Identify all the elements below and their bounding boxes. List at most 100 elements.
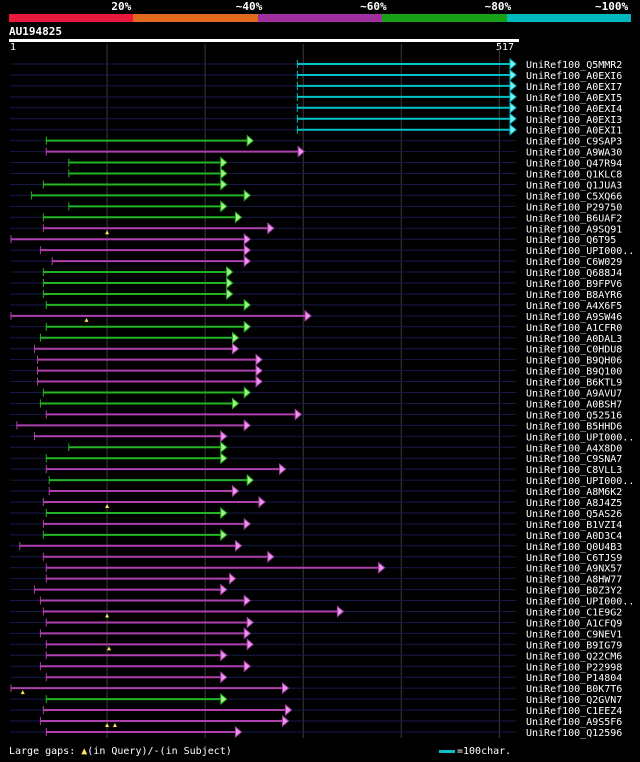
hit-arrowhead <box>220 430 228 443</box>
gap-marker-icon <box>105 613 110 618</box>
hit-label: UniRef100_Q0U4B3 <box>526 542 622 553</box>
hit-label: UniRef100_B9QH06 <box>526 356 622 367</box>
legend-segment-label: 20% <box>111 0 132 13</box>
hit-arrowhead <box>336 605 345 618</box>
hit-arrowhead <box>220 671 228 684</box>
hit-arrowhead <box>220 583 228 596</box>
hit-arrowhead <box>234 725 243 739</box>
hit-label: UniRef100_A8M6K2 <box>526 487 622 498</box>
hit-label: UniRef100_C6W029 <box>526 257 622 268</box>
hit-arrowhead <box>231 331 240 344</box>
hit-arrowhead <box>281 682 290 695</box>
hit-label: UniRef100_C9NEV1 <box>526 629 622 640</box>
hit-arrowhead <box>226 287 234 301</box>
hit-arrowhead <box>220 441 228 454</box>
gap-subject-marker-icon: - <box>153 746 160 757</box>
hit-arrowhead <box>220 178 228 191</box>
hit-arrowhead <box>509 112 517 125</box>
hit-arrowhead <box>255 375 263 388</box>
gap-query-marker-icon: ▲ <box>81 746 88 757</box>
identity-color-legend: 20% ~40% ~60% ~80% ~100% <box>9 0 631 22</box>
hit-arrowhead <box>509 101 517 114</box>
gap-marker-icon <box>105 504 110 508</box>
hit-arrowhead <box>243 627 252 640</box>
hit-arrowhead <box>267 222 275 235</box>
hit-label: UniRef100_P14804 <box>526 673 622 684</box>
hit-arrowhead <box>509 68 517 82</box>
hit-arrowhead <box>243 255 252 268</box>
hit-label: UniRef100_C0HDU8 <box>526 345 622 356</box>
gap-marker-icon <box>112 723 117 727</box>
hit-label: UniRef100_A4X8D0 <box>526 443 622 454</box>
hit-arrowhead <box>255 353 263 366</box>
gap-marker-icon <box>105 230 110 235</box>
hit-label: UniRef100_A0EXI6 <box>526 71 622 82</box>
hit-label: UniRef100_A0D3C4 <box>526 531 622 542</box>
hit-arrowhead <box>246 474 254 487</box>
hit-label: UniRef100_A8HW77 <box>526 575 622 586</box>
legend-segment <box>382 14 507 22</box>
scale-key-label: =100char. <box>457 746 512 757</box>
hit-arrowhead <box>231 342 240 355</box>
hit-label: UniRef100_B1VZI4 <box>526 520 622 531</box>
hit-label: UniRef100_Q5AS26 <box>526 509 622 520</box>
legend-segment-label: ~40% <box>235 0 263 13</box>
hit-arrowhead <box>243 594 252 607</box>
hit-label: UniRef100_Q12596 <box>526 728 622 739</box>
scale-line-icon <box>439 749 455 753</box>
legend-segment-label: ~100% <box>595 0 629 13</box>
hit-arrowhead <box>243 233 252 246</box>
gap-marker-icon <box>20 690 25 695</box>
hit-arrowhead <box>220 200 228 213</box>
hit-arrowhead <box>304 309 312 322</box>
hit-label: UniRef100_B0Z3Y2 <box>526 586 622 597</box>
hit-arrowhead <box>294 408 303 421</box>
hit-label: UniRef100_B9IG79 <box>526 640 622 651</box>
hit-arrowhead <box>243 419 252 432</box>
ruler-end-label: 517 <box>496 42 515 53</box>
hit-label: UniRef100_A0EXI7 <box>526 82 622 93</box>
hit-label: UniRef100_B8AYR6 <box>526 290 622 301</box>
hit-arrowhead <box>281 714 290 728</box>
hit-label: UniRef100_C6TJS9 <box>526 553 622 564</box>
legend-segment-label: ~60% <box>360 0 387 13</box>
hit-label: UniRef100_B9Q100 <box>526 367 622 378</box>
hit-label: UniRef100_A4X6F5 <box>526 301 622 312</box>
gap-marker-icon <box>84 317 89 322</box>
legend-segment <box>257 14 383 22</box>
hit-label: UniRef100_Q688J4 <box>526 268 622 279</box>
hit-label: UniRef100_Q47R94 <box>526 159 622 170</box>
hit-arrowhead <box>258 495 266 509</box>
hit-arrowhead <box>220 156 228 169</box>
hit-label: UniRef100_A0DAL3 <box>526 334 622 345</box>
hit-arrowhead <box>509 79 517 92</box>
hit-arrowhead <box>243 244 252 257</box>
hit-arrowhead <box>243 517 252 530</box>
hit-label: UniRef100_UPI000.. <box>526 432 634 443</box>
hit-label: UniRef100_A0EXI1 <box>526 126 622 137</box>
hit-arrowhead <box>246 616 254 629</box>
hit-arrowhead <box>255 364 263 377</box>
hit-arrowhead <box>243 189 252 202</box>
hit-label: UniRef100_Q1JUA3 <box>526 180 622 191</box>
gaps-prefix: Large gaps: <box>9 746 82 757</box>
query-ruler <box>9 39 519 42</box>
hit-label: UniRef100_UPI000.. <box>526 476 634 487</box>
gaps-query-label: (in Query)/ <box>87 746 154 757</box>
hit-label: UniRef100_B6KTL9 <box>526 378 622 389</box>
hit-arrowhead <box>220 528 228 541</box>
hit-arrowhead <box>243 298 252 311</box>
alignment-hits-chart: UniRef100_Q5MMR2UniRef100_A0EXI6UniRef10… <box>10 44 634 739</box>
hit-arrowhead <box>231 484 240 498</box>
hit-arrowhead <box>220 506 228 520</box>
hit-label: UniRef100_B0K7T6 <box>526 684 622 695</box>
hit-label: UniRef100_C8VLL3 <box>526 465 622 476</box>
ruler-start-label: 1 <box>10 42 17 53</box>
hit-label: UniRef100_C9SNA7 <box>526 454 622 465</box>
hit-label: UniRef100_C9SAP3 <box>526 137 622 148</box>
hit-label: UniRef100_B6UAF2 <box>526 213 622 224</box>
hit-label: UniRef100_UPI000.. <box>526 597 634 608</box>
hit-arrowhead <box>243 660 252 673</box>
hit-arrowhead <box>509 90 517 103</box>
hit-label: UniRef100_P29750 <box>526 202 622 213</box>
